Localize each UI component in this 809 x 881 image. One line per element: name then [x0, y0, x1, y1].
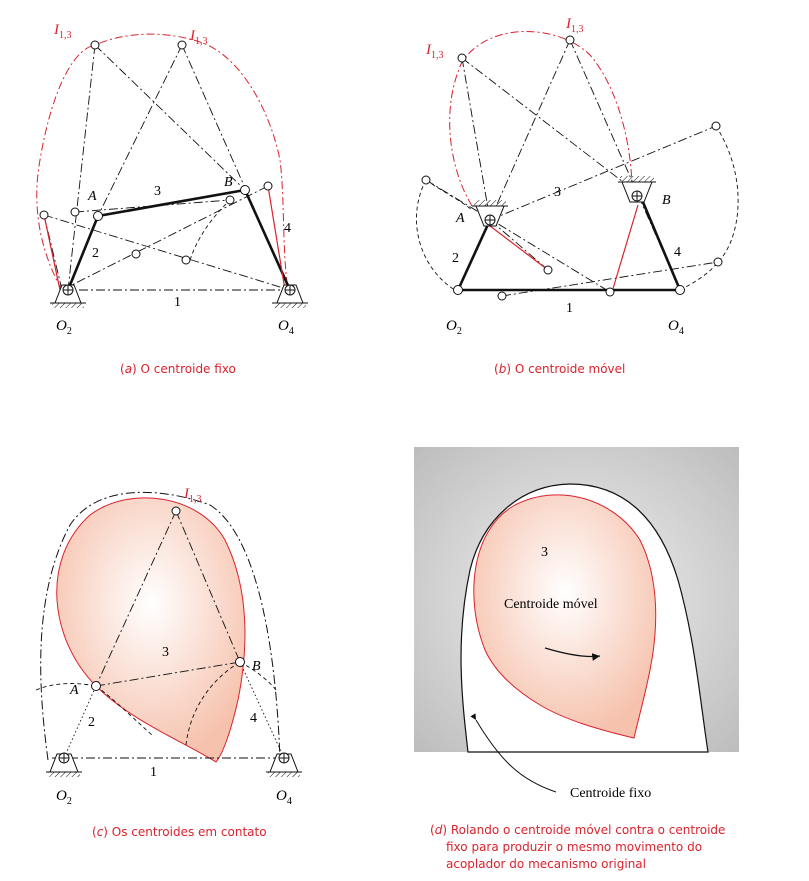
panel-c: I1,3 A B 3 2 4 1 O2 O4 (c) Os centroides…	[35, 486, 302, 839]
link-1-label-c: 1	[150, 765, 157, 780]
link-4-label-c: 4	[250, 711, 257, 726]
link-2-label: 2	[92, 246, 99, 261]
coupler-number-d: 3	[541, 545, 548, 560]
o2-label-c: O2	[56, 788, 72, 807]
point-a-label-b: A	[455, 211, 465, 226]
moving-centrode-shape-d	[473, 494, 657, 739]
ic-label-a2: I1,3	[189, 28, 208, 47]
caption-c: (c) Os centroides em contato	[92, 825, 267, 839]
ic-label-b1: I1,3	[425, 42, 444, 61]
caption-d-line3: acoplador do mecanismo original	[446, 857, 646, 871]
fixed-centrode-leader	[470, 713, 557, 793]
o4-label-c: O4	[276, 788, 292, 807]
link-3-label-c: 3	[162, 645, 169, 660]
point-b-label-b: B	[662, 193, 671, 208]
caption-d-line2: fixo para produzir o mesmo movimento do	[446, 840, 702, 854]
rolling-direction-arrow	[544, 647, 601, 661]
point-b-label: B	[224, 175, 233, 190]
point-b-label-c: B	[252, 659, 261, 674]
fixed-centrode-label: Centroide fixo	[570, 786, 651, 801]
link-4-label: 4	[284, 221, 291, 236]
panel-a: I1,3 I1,3 A B 3 2 4 1 O2 O4 (a) O centro…	[36, 22, 308, 376]
moving-centrode-label: Centroide móvel	[504, 597, 598, 612]
point-a-label: A	[87, 189, 97, 204]
o4-label: O4	[278, 318, 294, 337]
ground-pivot-o4-c	[266, 752, 302, 777]
ground-pivot-o4	[272, 284, 308, 308]
caption-d-line1: (d) Rolando o centroide móvel contra o c…	[430, 823, 725, 837]
link-3-label-b: 3	[554, 185, 561, 200]
panel-d: 3 Centroide móvel Centroide fixo (d) Rol…	[414, 447, 739, 871]
caption-b: (b) O centroide móvel	[494, 362, 625, 376]
ground-pivot-o2	[50, 284, 86, 308]
ic-label-b2: I1,3	[565, 16, 584, 35]
panel-b: I1,3 I1,3 A B 3 2 4 1 O2 O4 (b) O centro…	[416, 16, 739, 376]
o4-label-b: O4	[668, 318, 684, 337]
link-2-label-c: 2	[88, 715, 95, 730]
moving-centrode-shape	[56, 497, 246, 763]
ic-label-a1: I1,3	[53, 22, 72, 41]
link-1-label-b: 1	[566, 301, 573, 316]
link-4-label-b: 4	[674, 245, 681, 260]
caption-a: (a) O centroide fixo	[120, 362, 236, 376]
link-2-label-b: 2	[452, 251, 459, 266]
moving-pivot-a	[472, 200, 508, 227]
ground-pivot-o2-c	[46, 752, 82, 777]
moving-pivot-b	[618, 176, 656, 203]
o2-label: O2	[56, 318, 72, 337]
link-3-label: 3	[154, 184, 161, 199]
point-a-label-c: A	[69, 683, 79, 698]
link-1-label: 1	[174, 295, 181, 310]
o2-label-b: O2	[446, 318, 462, 337]
ic-label-c: I1,3	[183, 486, 202, 505]
fixed-centrode-curve	[36, 33, 289, 291]
